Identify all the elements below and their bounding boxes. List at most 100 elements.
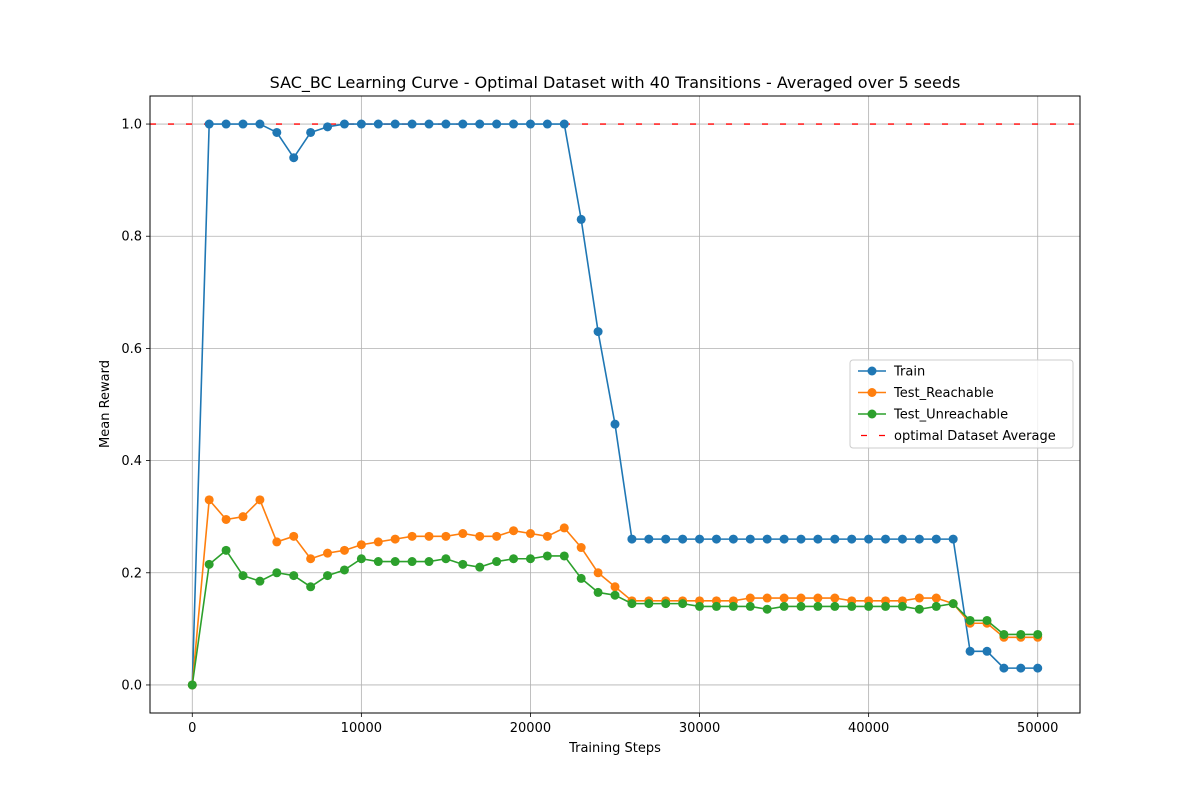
data-point-test-unreachable <box>610 590 620 600</box>
data-point-test-unreachable <box>762 604 772 614</box>
data-point-test-unreachable <box>492 557 502 567</box>
data-point-test-unreachable <box>779 601 789 611</box>
data-point-test-unreachable <box>965 615 975 625</box>
y-tick-label: 0.8 <box>121 230 142 245</box>
legend: Train Test_Reachable Test_Unreachableoptim… <box>849 359 1074 449</box>
y-tick-label: 1.0 <box>121 118 142 133</box>
data-point-test-reachable <box>306 554 316 564</box>
y-axis-ticks: 0.0 0.2 0.4 0.6 0.8 1.0 <box>121 118 150 693</box>
data-point-test-reachable <box>542 531 552 541</box>
data-point-test-reachable <box>796 593 806 603</box>
data-point-test-unreachable <box>914 604 924 614</box>
data-point-test-reachable <box>407 531 417 541</box>
data-point-train <box>948 534 958 544</box>
legend-marker-test-reachable <box>867 388 877 397</box>
data-point-train <box>238 119 248 129</box>
data-point-test-unreachable <box>999 629 1009 639</box>
legend-label-train: Train <box>893 365 925 380</box>
data-point-train <box>458 119 468 129</box>
x-tick-label: 20000 <box>510 721 551 736</box>
data-point-test-unreachable <box>1033 629 1043 639</box>
data-point-train <box>441 119 451 129</box>
x-tick-label: 50000 <box>1017 721 1058 736</box>
data-point-test-unreachable <box>221 545 231 555</box>
data-point-train <box>779 534 789 544</box>
data-point-test-unreachable <box>373 557 383 567</box>
data-point-test-unreachable <box>390 557 400 567</box>
data-point-test-unreachable <box>796 601 806 611</box>
data-point-test-reachable <box>255 495 265 505</box>
data-point-test-unreachable <box>661 599 671 609</box>
data-point-test-reachable <box>356 540 366 550</box>
y-axis-label: Mean Reward <box>98 360 113 448</box>
x-axis-label: Training Steps <box>568 741 661 756</box>
data-point-test-reachable <box>931 593 941 603</box>
data-point-train <box>221 119 231 129</box>
data-point-test-unreachable <box>813 601 823 611</box>
data-point-train <box>492 119 502 129</box>
data-point-train <box>796 534 806 544</box>
data-point-test-unreachable <box>847 601 857 611</box>
x-tick-label: 40000 <box>848 721 889 736</box>
data-point-train <box>1033 663 1043 673</box>
x-axis-ticks: 0 10000 20000 30000 40000 50000 <box>188 713 1058 736</box>
data-point-test-unreachable <box>204 559 214 569</box>
legend-box <box>849 359 1074 449</box>
data-point-test-reachable <box>830 593 840 603</box>
data-point-test-unreachable <box>306 582 316 592</box>
data-point-train <box>745 534 755 544</box>
data-point-train <box>204 119 214 129</box>
y-tick-label: 0.4 <box>121 454 142 469</box>
data-point-train <box>762 534 772 544</box>
data-point-test-unreachable <box>509 554 519 564</box>
data-point-test-unreachable <box>187 680 197 690</box>
data-point-train <box>255 119 265 129</box>
data-point-test-unreachable <box>339 565 349 575</box>
y-tick-label: 0.2 <box>121 566 142 581</box>
data-point-train <box>965 646 975 656</box>
data-point-train <box>864 534 874 544</box>
data-point-test-reachable <box>339 545 349 555</box>
data-point-test-unreachable <box>711 601 721 611</box>
data-point-test-reachable <box>492 531 502 541</box>
data-point-train <box>593 327 603 337</box>
data-point-train <box>830 534 840 544</box>
data-point-train <box>627 534 637 544</box>
data-point-train <box>339 119 349 129</box>
chart-title: SAC_BC Learning Curve - Optimal Dataset … <box>270 73 961 93</box>
series-layer <box>150 119 1080 690</box>
data-point-test-reachable <box>779 593 789 603</box>
data-point-train <box>424 119 434 129</box>
data-point-test-unreachable <box>272 568 282 578</box>
data-point-test-unreachable <box>644 599 654 609</box>
legend-label-optimal-dataset-average: optimal Dataset Average <box>894 429 1056 444</box>
data-point-train <box>525 119 535 129</box>
data-point-test-reachable <box>509 526 519 536</box>
data-point-train <box>610 419 620 429</box>
data-point-test-reachable <box>272 537 282 547</box>
legend-label-test-unreachable: Test_Unreachable <box>893 408 1008 423</box>
data-point-test-unreachable <box>897 601 907 611</box>
data-point-test-unreachable <box>323 571 333 581</box>
data-point-test-unreachable <box>407 557 417 567</box>
legend-marker-test-unreachable <box>867 409 877 419</box>
data-point-train <box>542 119 552 129</box>
legend-label-test-reachable: Test_Reachable <box>893 386 994 401</box>
data-point-train <box>407 119 417 129</box>
data-point-test-unreachable <box>289 571 299 581</box>
x-tick-label: 10000 <box>341 721 382 736</box>
data-point-train <box>272 127 282 137</box>
data-point-test-unreachable <box>678 599 688 609</box>
grid <box>150 96 1080 713</box>
data-point-train <box>373 119 383 129</box>
data-point-test-unreachable <box>593 587 603 597</box>
data-point-test-unreachable <box>542 551 552 561</box>
data-point-test-reachable <box>475 531 485 541</box>
data-point-test-reachable <box>238 512 248 522</box>
data-point-test-unreachable <box>458 559 468 569</box>
data-point-train <box>475 119 485 129</box>
data-point-test-reachable <box>424 531 434 541</box>
data-point-test-reachable <box>441 531 451 541</box>
data-point-test-unreachable <box>576 573 586 583</box>
